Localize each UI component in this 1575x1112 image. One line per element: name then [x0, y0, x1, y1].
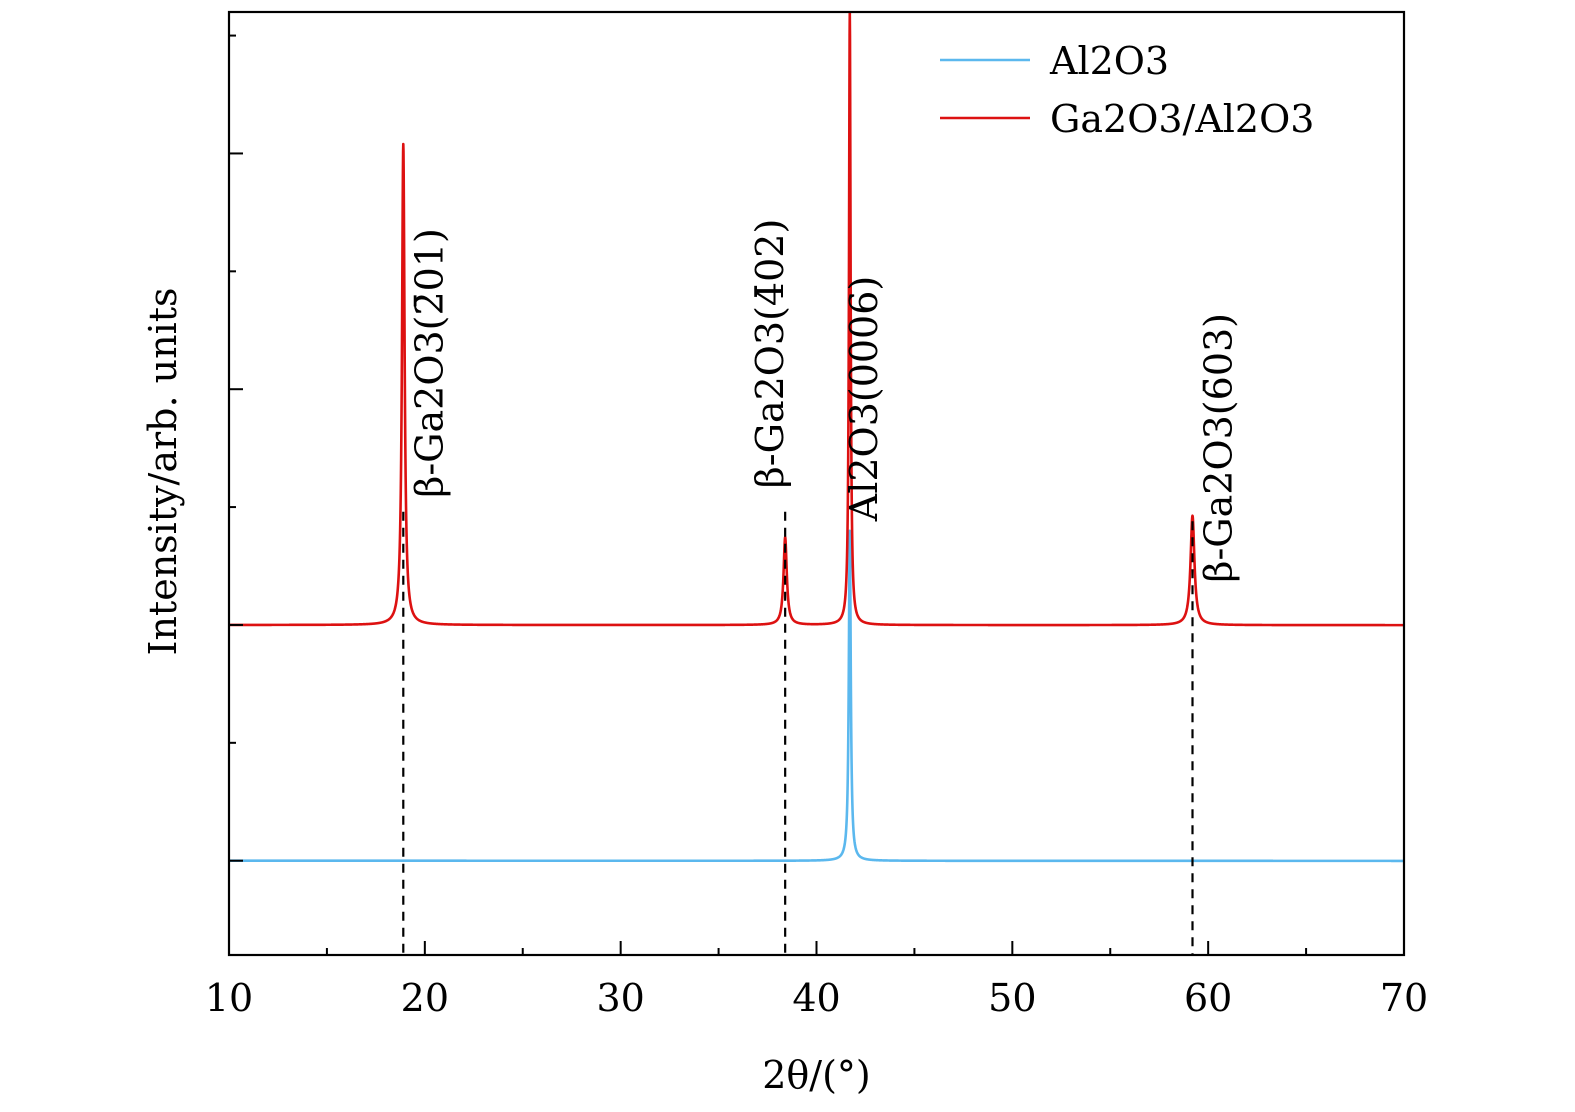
peak-annotation-1: β-Ga2O3(4̄02): [748, 219, 792, 489]
legend-label-1: Ga2O3/Al2O3: [1050, 97, 1314, 141]
peak-annotation-0: β-Ga2O3(2̄01): [407, 228, 451, 498]
reference-lines: [402, 511, 1194, 955]
legend: Al2O3 Ga2O3/Al2O3: [940, 39, 1314, 141]
x-tick-label-1: 20: [401, 976, 449, 1020]
peak-annotations: β-Ga2O3(2̄01) β-Ga2O3(4̄02) Al2O3(0006) β-G…: [407, 219, 1240, 583]
x-tick-label-6: 70: [1380, 976, 1428, 1020]
x-axis-label: 2θ/(°): [762, 1053, 871, 1097]
x-tick-label-3: 40: [792, 976, 840, 1020]
x-tick-label-2: 30: [596, 976, 644, 1020]
y-axis-label: Intensity/arb. units: [141, 287, 185, 655]
x-tick-label-0: 10: [205, 976, 253, 1020]
axis-ticks: [228, 34, 1405, 955]
legend-label-0: Al2O3: [1049, 39, 1169, 83]
axis-labels: 10 20 30 40 50 60 70 2θ/(°) Intensity/arb. units: [141, 287, 1428, 1097]
x-tick-label-4: 50: [988, 976, 1036, 1020]
peak-annotation-3: β-Ga2O3(6̄03): [1197, 313, 1241, 583]
series-line-0: [229, 529, 1404, 863]
series-line-1: [229, 12, 1404, 627]
series-layer: [229, 12, 1404, 863]
x-tick-label-5: 60: [1184, 976, 1232, 1020]
peak-annotation-2: Al2O3(0006): [842, 276, 886, 522]
